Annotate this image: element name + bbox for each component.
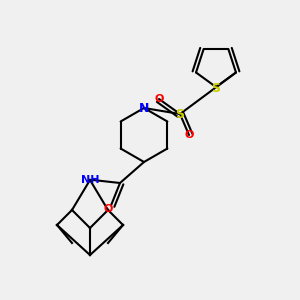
Text: S: S [176,107,184,121]
Text: S: S [212,82,220,95]
Text: O: O [184,130,194,140]
Text: N: N [139,101,149,115]
Text: NH: NH [81,175,99,185]
Text: O: O [103,203,113,214]
Text: O: O [154,94,164,104]
